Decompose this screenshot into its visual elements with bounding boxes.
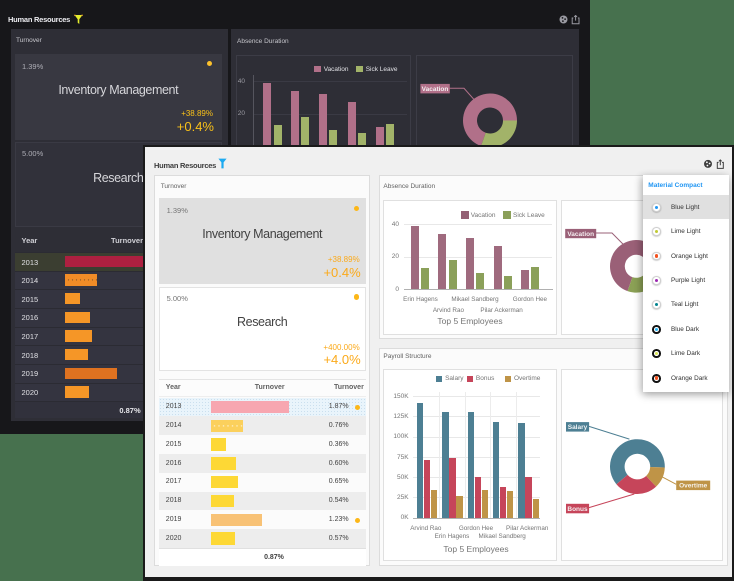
svg-text:Salary: Salary: [568, 424, 588, 431]
svg-text:Bonus: Bonus: [567, 506, 588, 513]
svg-text:Overtime: Overtime: [679, 483, 708, 490]
svg-text:Vacation: Vacation: [567, 231, 594, 238]
svg-text:Vacation: Vacation: [422, 86, 449, 93]
